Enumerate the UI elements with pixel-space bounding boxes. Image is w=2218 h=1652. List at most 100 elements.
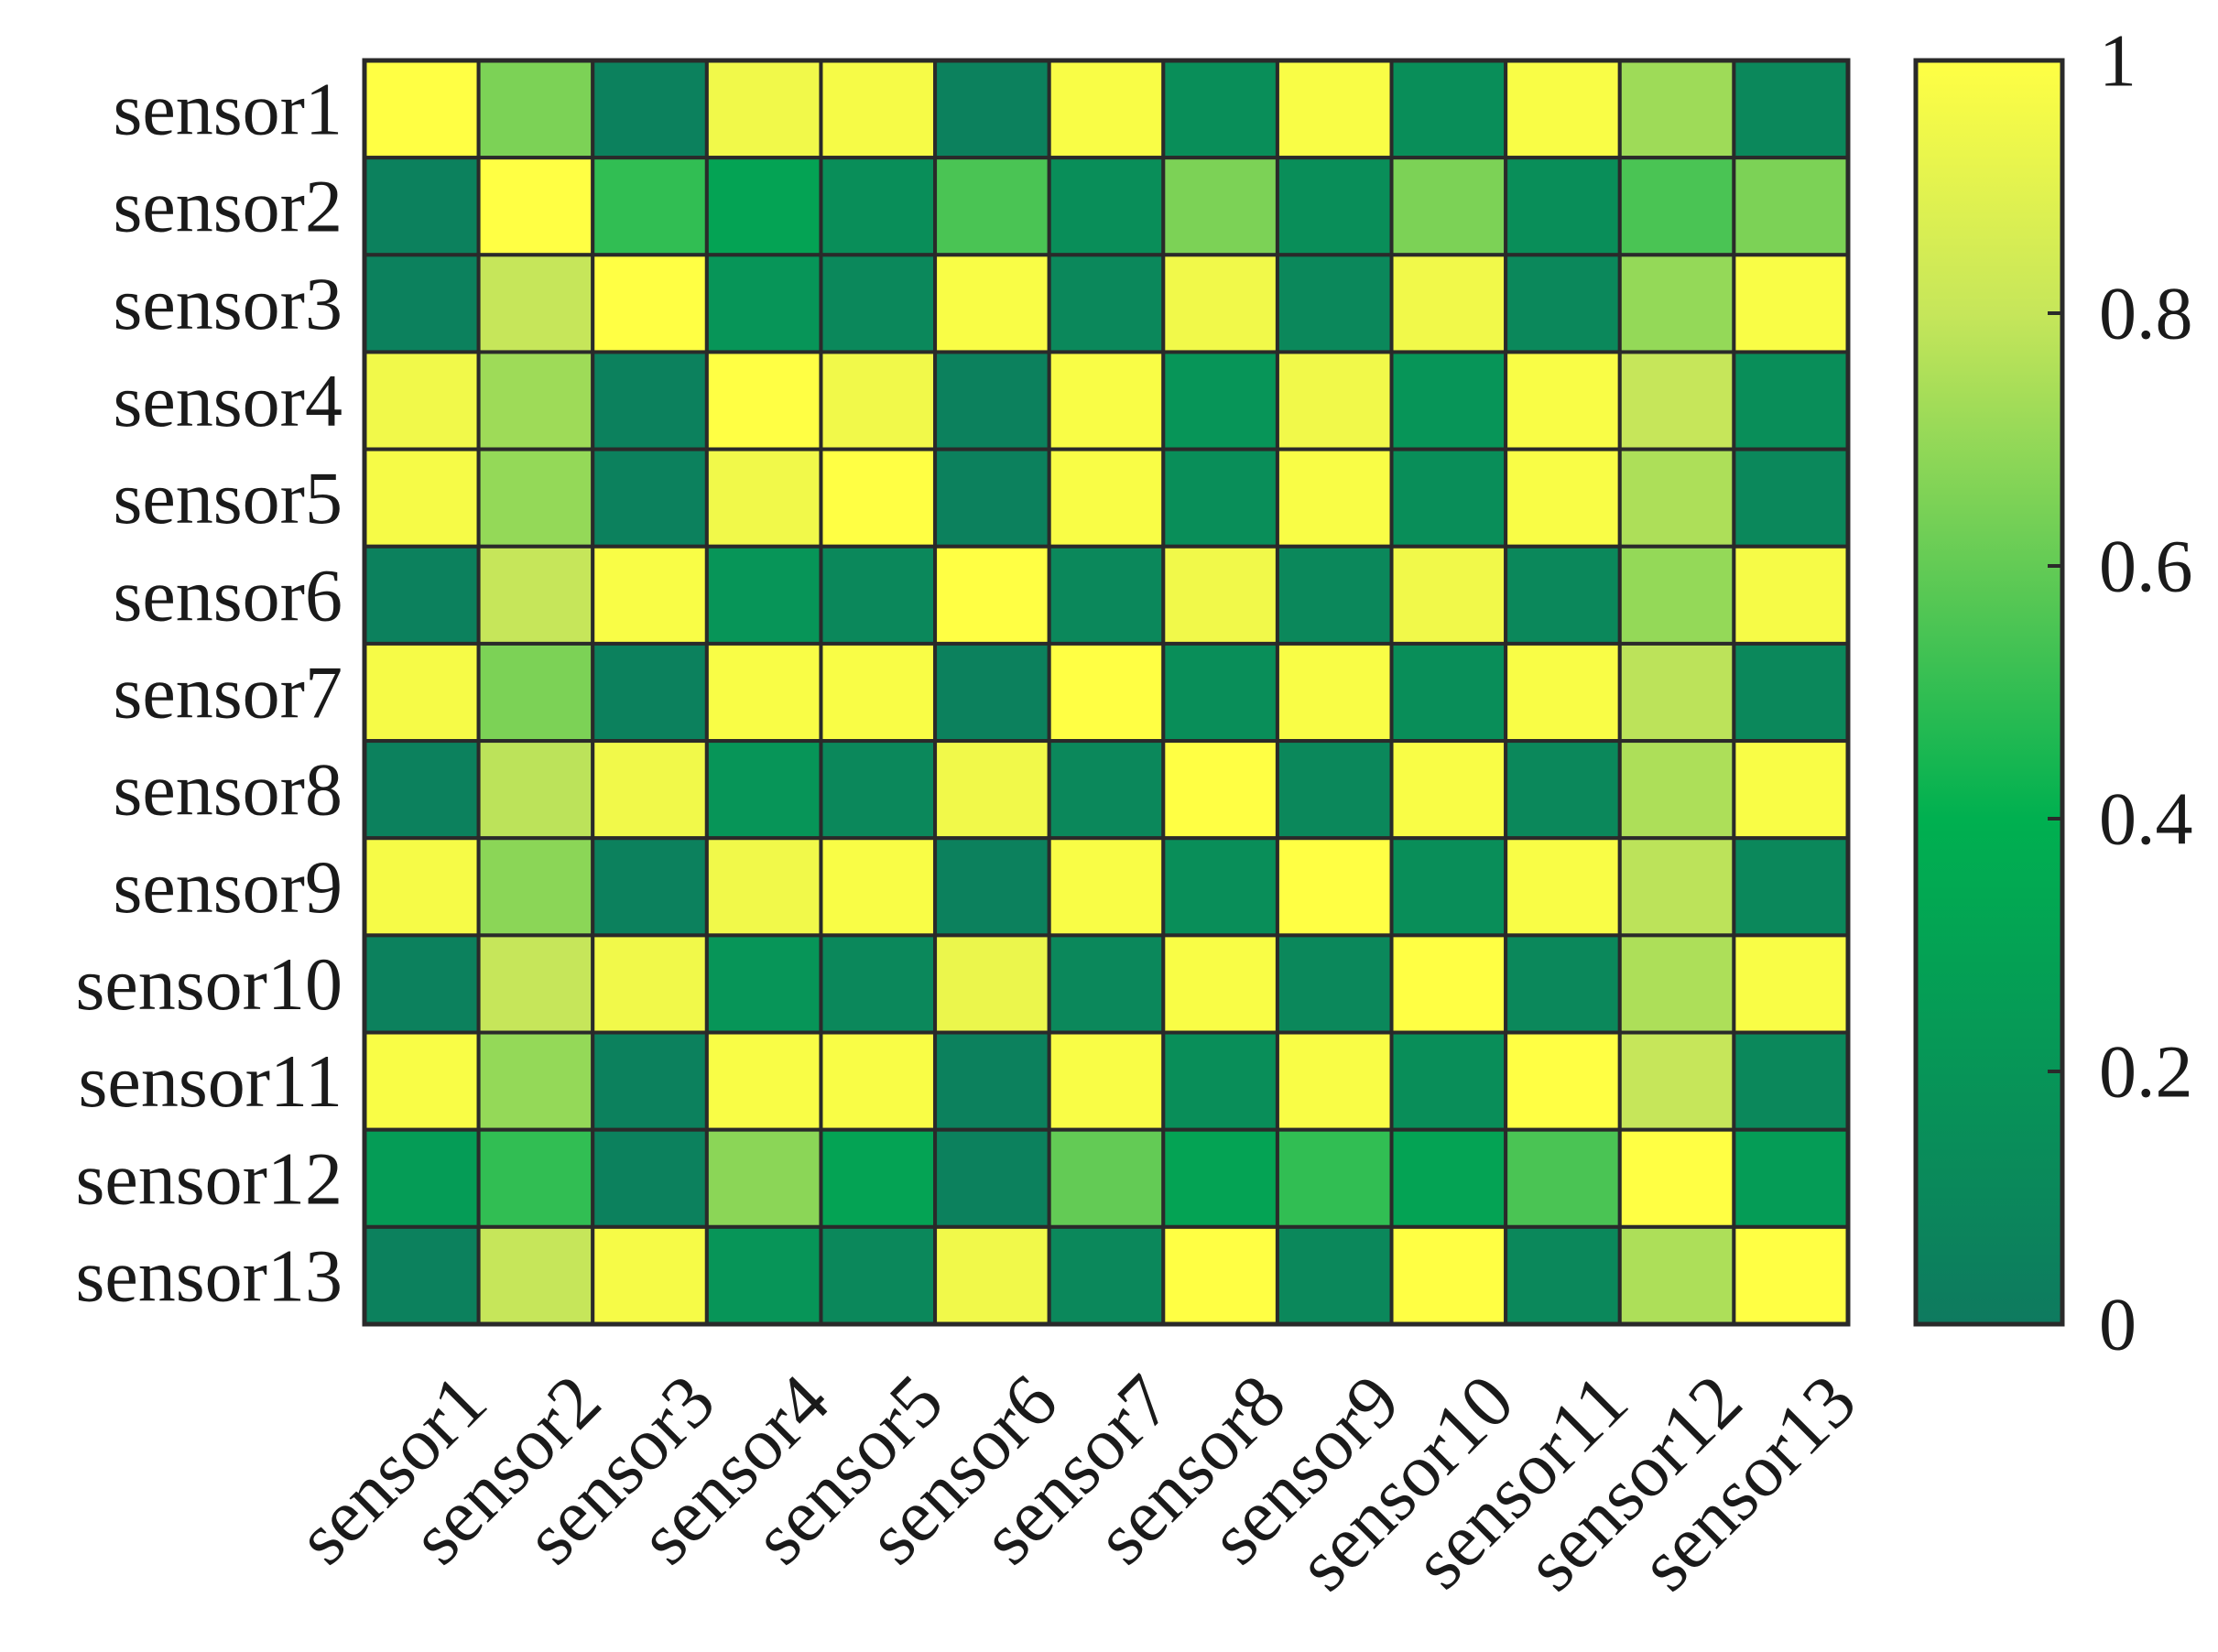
heatmap-cell	[933, 350, 1051, 451]
heatmap-cell	[933, 933, 1051, 1035]
heatmap-cell	[1732, 1224, 1851, 1327]
heatmap-cell	[1047, 1030, 1166, 1132]
heatmap-cell	[933, 156, 1051, 257]
heatmap-cell	[933, 1224, 1051, 1327]
heatmap-cell	[1389, 447, 1508, 549]
heatmap-cell	[1504, 59, 1622, 160]
heatmap-cell	[819, 253, 938, 354]
column-labels: sensor1sensor2sensor3sensor4sensor5senso…	[281, 1359, 1872, 1606]
heatmap-cell	[591, 350, 709, 451]
plot-frame	[362, 58, 1851, 1327]
heatmap-cell	[1732, 350, 1851, 451]
heatmap-cell	[1504, 350, 1622, 451]
row-tick-label: sensor7	[113, 651, 342, 734]
heatmap-cell	[933, 1127, 1051, 1229]
heatmap-cell	[1161, 739, 1279, 841]
row-tick-label: sensor3	[113, 262, 342, 345]
heatmap-cell	[1389, 933, 1508, 1035]
heatmap-cell	[476, 739, 595, 841]
heatmap-cell	[1732, 1127, 1851, 1229]
heatmap-cell	[1504, 1030, 1622, 1132]
row-tick-label: sensor2	[113, 165, 342, 248]
heatmap-cell	[1161, 544, 1279, 646]
heatmap-cell	[1504, 447, 1622, 549]
heatmap-cell	[591, 253, 709, 354]
heatmap-cell	[1504, 544, 1622, 646]
heatmap-cell	[1617, 739, 1736, 841]
heatmap-cell	[819, 836, 938, 938]
heatmap-cell	[1275, 544, 1394, 646]
heatmap-cell	[819, 544, 938, 646]
heatmap-cell	[363, 933, 481, 1035]
heatmap-cell	[363, 350, 481, 451]
heatmap-cell	[1047, 59, 1166, 160]
heatmap-cell	[476, 350, 595, 451]
heatmap-cell	[1504, 156, 1622, 257]
heatmap-cell	[1275, 350, 1394, 451]
heatmap-cell	[476, 933, 595, 1035]
colorbar-tick-label: 0.4	[2099, 777, 2193, 861]
heatmap-cell	[1047, 1224, 1166, 1327]
heatmap-cell	[1161, 156, 1279, 257]
heatmap-cell	[1504, 836, 1622, 938]
heatmap-cell	[1389, 1127, 1508, 1229]
heatmap-cell	[363, 156, 481, 257]
heatmap-cell	[363, 253, 481, 354]
heatmap-cell	[1504, 739, 1622, 841]
heatmap-cell	[819, 1127, 938, 1229]
heatmap-cell	[1275, 933, 1394, 1035]
heatmap-cell	[1275, 1030, 1394, 1132]
heatmap-cell	[1732, 447, 1851, 549]
heatmap-cell	[704, 1030, 823, 1132]
row-tick-label: sensor4	[113, 359, 342, 442]
row-tick-label: sensor11	[79, 1039, 342, 1123]
heatmap-cell	[1389, 641, 1508, 744]
heatmap-cell	[1389, 59, 1508, 160]
heatmap-cell	[1047, 1127, 1166, 1229]
colorbar: 0 0.2 0.4 0.6 0.8 1	[1913, 19, 2193, 1366]
heatmap-cell	[704, 350, 823, 451]
heatmap-cell	[1504, 1127, 1622, 1229]
heatmap-cell	[1161, 1224, 1279, 1327]
heatmap-cell	[1161, 253, 1279, 354]
heatmap-cell	[1389, 1030, 1508, 1132]
heatmap-cell	[1047, 350, 1166, 451]
heatmap-cell	[363, 739, 481, 841]
heatmap-cell	[363, 1127, 481, 1229]
heatmap-cell	[1732, 253, 1851, 354]
heatmap-cell	[1617, 544, 1736, 646]
heatmap-cell	[819, 1030, 938, 1132]
heatmap-cell	[704, 1224, 823, 1327]
heatmap-cell	[1275, 156, 1394, 257]
heatmap-cell	[1389, 836, 1508, 938]
heatmap-cell	[1389, 1224, 1508, 1327]
heatmap-cell	[704, 59, 823, 160]
heatmap-cell	[819, 641, 938, 744]
heatmap-cell	[1389, 253, 1508, 354]
heatmap-cell	[1161, 59, 1279, 160]
heatmap-cell	[476, 1127, 595, 1229]
heatmap-cell	[704, 641, 823, 744]
heatmap-cell	[1047, 156, 1166, 257]
heatmap-cell	[819, 933, 938, 1035]
heatmap-cell	[1161, 1127, 1279, 1229]
heatmap-cell	[1732, 544, 1851, 646]
heatmap-cell	[933, 1030, 1051, 1132]
row-tick-label: sensor1	[113, 68, 342, 151]
heatmap-cell	[1275, 641, 1394, 744]
heatmap-cell	[1732, 1030, 1851, 1132]
heatmap-cell	[933, 836, 1051, 938]
heatmap-cell	[476, 641, 595, 744]
colorbar-tick-label: 0	[2099, 1283, 2136, 1366]
colorbar-tick-label: 0.2	[2099, 1030, 2193, 1114]
heatmap-cell	[476, 156, 595, 257]
heatmap-cell	[1389, 156, 1508, 257]
heatmap-cell	[933, 739, 1051, 841]
heatmap-cell	[1732, 59, 1851, 160]
heatmap-cell	[704, 447, 823, 549]
heatmap-cell	[1275, 1224, 1394, 1327]
heatmap-cell	[1617, 59, 1736, 160]
heatmap-cell	[1161, 447, 1279, 549]
heatmap-cell	[1617, 1127, 1736, 1229]
